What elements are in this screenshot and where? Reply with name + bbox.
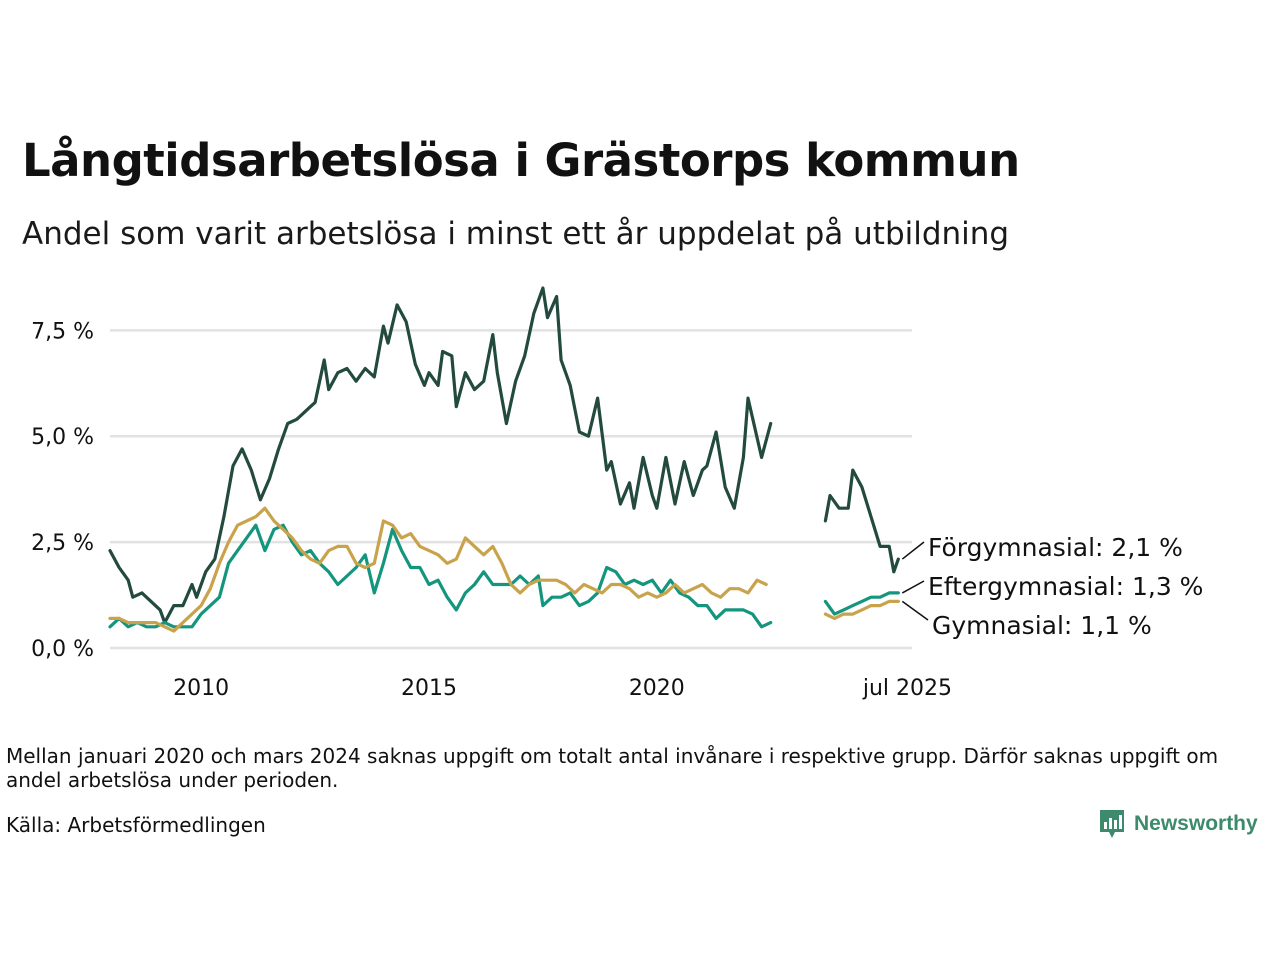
end-label-leader xyxy=(901,541,925,560)
series-line-1-segment-1 xyxy=(823,591,900,616)
y-axis: 0,0 % 2,5 % 5,0 % 7,5 % xyxy=(31,319,94,662)
end-label: Eftergymnasial: 1,3 % xyxy=(928,572,1203,601)
end-labels: Förgymnasial: 2,1 % Eftergymnasial: 1,3 %… xyxy=(901,533,1203,640)
y-tick-label: 5,0 % xyxy=(31,425,94,450)
x-tick-label: 2015 xyxy=(401,676,457,701)
y-tick-label: 7,5 % xyxy=(31,319,94,344)
brand-logo: Newsworthy xyxy=(1098,808,1258,840)
newsworthy-logo-icon xyxy=(1100,810,1124,838)
series-line-2-segment-0 xyxy=(108,506,768,633)
brand-name: Newsworthy xyxy=(1134,812,1258,835)
end-label: Gymnasial: 1,1 % xyxy=(932,611,1152,640)
end-label-leader xyxy=(901,600,929,621)
series-line-0-segment-0 xyxy=(108,286,773,625)
y-tick-label: 0,0 % xyxy=(31,637,94,662)
end-label-leader xyxy=(901,580,925,594)
gridlines xyxy=(110,329,912,650)
y-tick-label: 2,5 % xyxy=(31,531,94,556)
x-tick-label: 2020 xyxy=(629,676,685,701)
x-axis: 2010 2015 2020 jul 2025 xyxy=(173,676,952,701)
chart-subtitle: Andel som varit arbetslösa i minst ett å… xyxy=(22,216,1010,252)
footnote: Mellan januari 2020 och mars 2024 saknas… xyxy=(6,744,1219,792)
x-tick-label: 2010 xyxy=(173,676,229,701)
series-line-2-segment-1 xyxy=(823,599,900,620)
series-line-0-segment-1 xyxy=(823,468,900,574)
x-tick-label: jul 2025 xyxy=(862,676,952,701)
end-label: Förgymnasial: 2,1 % xyxy=(928,533,1183,562)
source-text: Källa: Arbetsförmedlingen xyxy=(6,813,266,837)
series-line-1-segment-0 xyxy=(108,523,773,629)
chart-title: Långtidsarbetslösa i Grästorps kommun xyxy=(22,134,1020,187)
series-lines xyxy=(108,286,900,633)
line-chart: 0,0 % 2,5 % 5,0 % 7,5 % 2010 2015 2020 jul 202… xyxy=(31,286,1203,701)
